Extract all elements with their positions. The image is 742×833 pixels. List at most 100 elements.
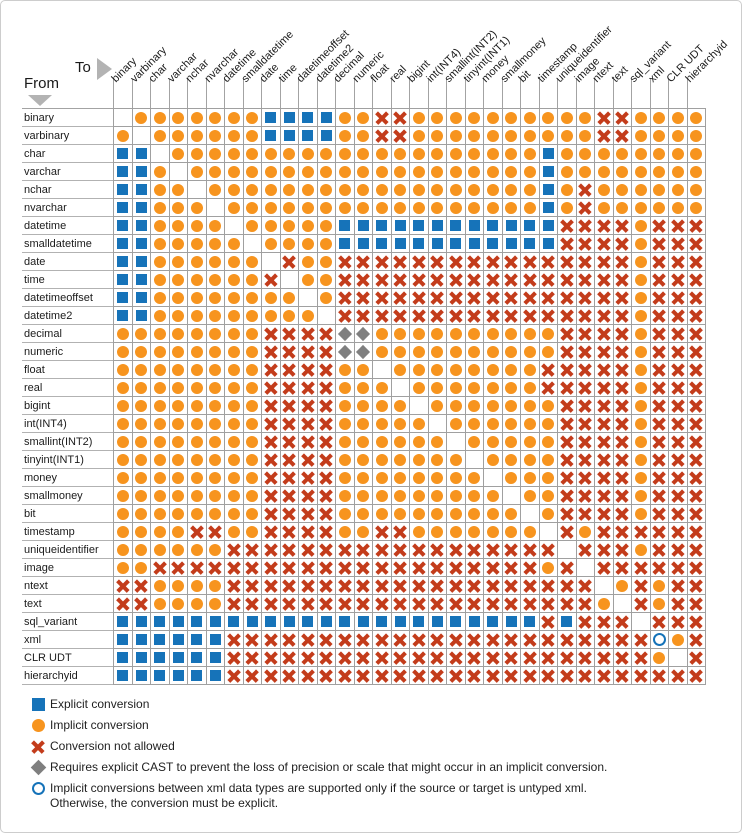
implicit-icon [338, 471, 351, 484]
matrix-cell [465, 559, 484, 577]
matrix-cell [613, 559, 632, 577]
matrix-cell [484, 253, 503, 271]
matrix-cell [169, 109, 188, 127]
not-allowed-icon [486, 651, 500, 665]
matrix-cell [243, 235, 262, 253]
not-allowed-icon [597, 561, 611, 575]
not-allowed-icon [597, 291, 611, 305]
implicit-icon [264, 309, 277, 322]
matrix-cell [687, 379, 706, 397]
matrix-cell [225, 523, 244, 541]
matrix-cell [243, 631, 262, 649]
matrix-cell [317, 397, 336, 415]
matrix-cell [391, 235, 410, 253]
implicit-icon [486, 435, 499, 448]
matrix-cell [151, 307, 170, 325]
matrix-cell [132, 325, 151, 343]
implicit-icon [468, 435, 481, 448]
column-tick [631, 79, 632, 108]
not-allowed-icon [615, 219, 629, 233]
matrix-cell [502, 271, 521, 289]
matrix-cell [354, 325, 373, 343]
matrix-cell [132, 379, 151, 397]
matrix-cell [669, 451, 688, 469]
explicit-icon [209, 652, 221, 663]
not-allowed-icon [338, 543, 352, 557]
not-allowed-icon [375, 129, 389, 143]
implicit-icon [190, 579, 203, 592]
matrix-cell [447, 325, 466, 343]
matrix-cell [354, 271, 373, 289]
matrix-cell [114, 451, 133, 469]
row-label: bit [22, 505, 113, 523]
matrix-cell [595, 577, 614, 595]
matrix-cell [225, 109, 244, 127]
not-allowed-icon [597, 219, 611, 233]
implicit-icon [412, 525, 425, 538]
implicit-icon [301, 147, 314, 160]
implicit-icon [671, 165, 684, 178]
matrix-cell [465, 541, 484, 559]
implicit-icon [690, 129, 703, 142]
matrix-cell [225, 127, 244, 145]
matrix-cell [484, 541, 503, 559]
matrix-cell [280, 541, 299, 559]
matrix-cell [336, 505, 355, 523]
explicit-icon [450, 220, 462, 231]
not-allowed-icon [634, 651, 648, 665]
matrix-cell [669, 541, 688, 559]
not-allowed-icon [578, 615, 592, 629]
implicit-icon [486, 381, 499, 394]
not-allowed-icon [689, 273, 703, 287]
matrix-cell [354, 307, 373, 325]
not-allowed-icon [671, 525, 685, 539]
matrix-cell [169, 469, 188, 487]
matrix-cell [558, 631, 577, 649]
not-allowed-icon [393, 291, 407, 305]
matrix-cell [391, 397, 410, 415]
not-allowed-icon [282, 471, 296, 485]
matrix-cell [373, 325, 392, 343]
not-allowed-icon [356, 561, 370, 575]
matrix-cell [317, 235, 336, 253]
matrix-cell [280, 163, 299, 181]
not-allowed-icon [560, 651, 574, 665]
matrix-cell [151, 343, 170, 361]
matrix-cell [447, 541, 466, 559]
matrix-cell [354, 487, 373, 505]
matrix-cell [206, 199, 225, 217]
matrix-cell [169, 181, 188, 199]
matrix-cell [613, 361, 632, 379]
implicit-icon [690, 165, 703, 178]
not-allowed-icon [282, 417, 296, 431]
matrix-cell [243, 613, 262, 631]
not-allowed-icon [560, 471, 574, 485]
implicit-icon [227, 183, 240, 196]
matrix-cell [558, 613, 577, 631]
matrix-cell [391, 487, 410, 505]
implicit-icon [135, 417, 148, 430]
matrix-cell [299, 325, 318, 343]
matrix-cell [687, 235, 706, 253]
implicit-icon [338, 399, 351, 412]
implicit-icon [357, 417, 370, 430]
implicit-icon [431, 471, 444, 484]
implicit-icon [634, 309, 647, 322]
matrix-cell [539, 163, 558, 181]
matrix-cell [521, 145, 540, 163]
implicit-icon [486, 201, 499, 214]
matrix-cell [669, 271, 688, 289]
matrix-cell [502, 163, 521, 181]
explicit-icon [135, 634, 147, 645]
not-allowed-icon [504, 597, 518, 611]
matrix-cell [447, 307, 466, 325]
implicit-icon [523, 471, 536, 484]
explicit-icon [117, 310, 129, 321]
not-allowed-icon [449, 273, 463, 287]
implicit-icon [320, 237, 333, 250]
matrix-cell [354, 253, 373, 271]
implicit-icon [172, 579, 185, 592]
matrix-cell [373, 253, 392, 271]
matrix-cell [206, 343, 225, 361]
not-allowed-icon [578, 435, 592, 449]
